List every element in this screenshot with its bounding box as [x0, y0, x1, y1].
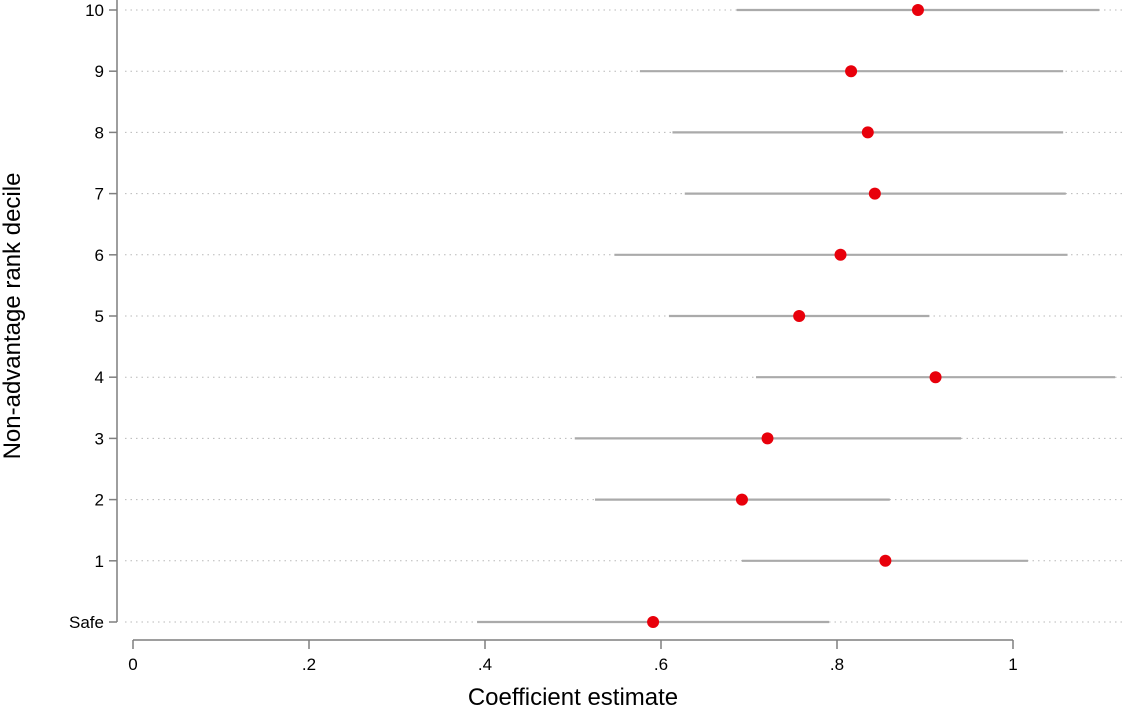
y-tick-label-5: 5 [95, 307, 104, 326]
y-tick-label-3: 3 [95, 429, 104, 448]
y-tick-label-9: 9 [95, 62, 104, 81]
y-axis-ticks: Safe 1 2 3 4 5 6 7 8 9 10 [69, 1, 117, 632]
estimate-point-4 [929, 371, 942, 384]
estimate-point-Safe [647, 616, 660, 628]
y-tick-label-Safe: Safe [69, 613, 104, 632]
y-tick-label-10: 10 [85, 1, 104, 20]
y-axis-title: Non-advantage rank decile [0, 173, 26, 460]
estimate-point-3 [761, 432, 774, 445]
x-axis-title: Coefficient estimate [468, 684, 678, 711]
estimate-point-5 [793, 310, 806, 322]
estimate-point-8 [861, 126, 874, 139]
estimate-point-1 [879, 554, 892, 567]
y-tick-label-6: 6 [95, 246, 104, 265]
y-tick-label-2: 2 [95, 491, 104, 510]
y-tick-label-4: 4 [95, 368, 104, 387]
estimate-points [647, 4, 942, 628]
gridlines [125, 9, 1122, 623]
y-tick-label-8: 8 [95, 123, 104, 142]
x-tick-label-4: .8 [830, 655, 844, 674]
estimate-point-9 [845, 65, 858, 78]
x-axis-ticks: 0 .2 .4 .6 .8 1 [128, 640, 1018, 674]
x-tick-label-0: 0 [128, 655, 137, 674]
y-tick-label-1: 1 [95, 552, 104, 571]
x-tick-label-5: 1 [1008, 655, 1017, 674]
x-tick-label-2: .4 [478, 655, 492, 674]
estimate-point-10 [911, 4, 924, 16]
estimate-point-7 [868, 187, 881, 200]
y-tick-label-7: 7 [95, 185, 104, 204]
estimate-point-2 [735, 493, 748, 506]
estimate-point-6 [834, 248, 847, 261]
x-tick-label-3: .6 [654, 655, 668, 674]
x-tick-label-1: .2 [302, 655, 316, 674]
